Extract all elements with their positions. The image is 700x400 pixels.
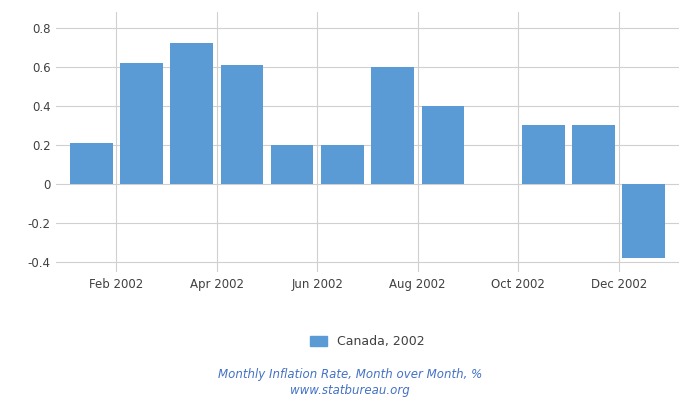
Legend: Canada, 2002: Canada, 2002 [305,330,430,353]
Bar [170,43,213,184]
Bar [220,65,263,184]
Text: www.statbureau.org: www.statbureau.org [290,384,410,397]
Bar [522,125,565,184]
Bar [120,63,163,184]
Bar [622,184,665,258]
Bar [321,145,364,184]
Bar [371,67,414,184]
Bar [271,145,314,184]
Text: Monthly Inflation Rate, Month over Month, %: Monthly Inflation Rate, Month over Month… [218,368,482,381]
Bar [572,125,615,184]
Bar [70,143,113,184]
Bar [421,106,464,184]
